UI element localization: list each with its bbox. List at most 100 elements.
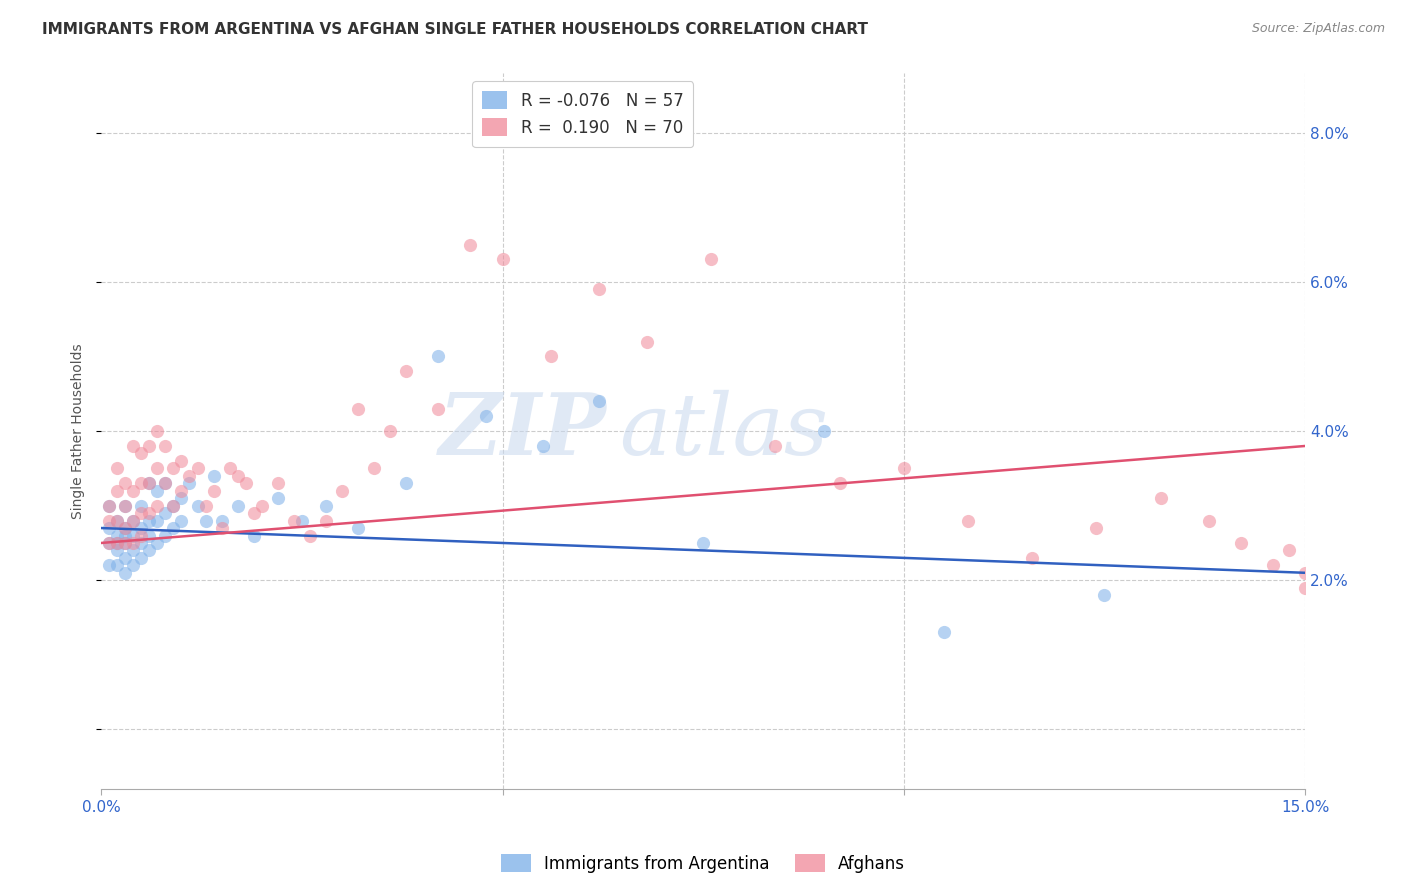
Point bbox=[114, 476, 136, 491]
Point bbox=[1294, 581, 1316, 595]
Point bbox=[138, 543, 160, 558]
Point bbox=[427, 350, 450, 364]
Point bbox=[146, 514, 169, 528]
Legend: Immigrants from Argentina, Afghans: Immigrants from Argentina, Afghans bbox=[495, 847, 911, 880]
Point bbox=[218, 461, 240, 475]
Point bbox=[186, 499, 208, 513]
Point bbox=[98, 536, 121, 550]
Point bbox=[540, 350, 562, 364]
Point bbox=[170, 514, 193, 528]
Point bbox=[114, 521, 136, 535]
Point bbox=[138, 439, 160, 453]
Point bbox=[211, 521, 233, 535]
Point bbox=[170, 454, 193, 468]
Point bbox=[1294, 566, 1316, 580]
Point bbox=[114, 566, 136, 580]
Point bbox=[242, 528, 264, 542]
Point bbox=[170, 483, 193, 498]
Point bbox=[211, 514, 233, 528]
Point bbox=[1085, 521, 1108, 535]
Point bbox=[131, 506, 153, 520]
Point bbox=[250, 499, 273, 513]
Point bbox=[692, 536, 714, 550]
Point bbox=[291, 514, 314, 528]
Point bbox=[98, 521, 121, 535]
Point bbox=[932, 625, 955, 640]
Point bbox=[475, 409, 498, 424]
Point bbox=[186, 461, 208, 475]
Point bbox=[146, 424, 169, 438]
Point bbox=[226, 499, 249, 513]
Point bbox=[315, 499, 337, 513]
Point bbox=[138, 476, 160, 491]
Y-axis label: Single Father Households: Single Father Households bbox=[72, 343, 86, 519]
Point bbox=[1230, 536, 1253, 550]
Point bbox=[131, 499, 153, 513]
Point bbox=[146, 536, 169, 550]
Point bbox=[114, 521, 136, 535]
Point bbox=[105, 461, 128, 475]
Point bbox=[267, 491, 290, 506]
Point bbox=[105, 483, 128, 498]
Point bbox=[131, 446, 153, 460]
Legend: R = -0.076   N = 57, R =  0.190   N = 70: R = -0.076 N = 57, R = 0.190 N = 70 bbox=[472, 81, 693, 147]
Point bbox=[267, 476, 290, 491]
Point bbox=[138, 528, 160, 542]
Point bbox=[1198, 514, 1220, 528]
Point bbox=[636, 334, 658, 349]
Point bbox=[347, 521, 370, 535]
Point bbox=[395, 476, 418, 491]
Point bbox=[98, 499, 121, 513]
Point bbox=[1094, 588, 1116, 602]
Point bbox=[893, 461, 915, 475]
Point bbox=[122, 514, 145, 528]
Point bbox=[105, 514, 128, 528]
Point bbox=[194, 514, 217, 528]
Point bbox=[138, 476, 160, 491]
Point bbox=[531, 439, 554, 453]
Point bbox=[146, 499, 169, 513]
Point bbox=[828, 476, 851, 491]
Point bbox=[588, 394, 610, 409]
Point bbox=[98, 514, 121, 528]
Point bbox=[114, 499, 136, 513]
Point bbox=[298, 528, 321, 542]
Point bbox=[460, 237, 482, 252]
Point bbox=[395, 364, 418, 378]
Point bbox=[202, 468, 225, 483]
Point bbox=[122, 483, 145, 498]
Point bbox=[378, 424, 401, 438]
Point bbox=[155, 476, 177, 491]
Point bbox=[235, 476, 257, 491]
Point bbox=[330, 483, 353, 498]
Point bbox=[114, 499, 136, 513]
Text: ZIP: ZIP bbox=[439, 389, 607, 473]
Point bbox=[131, 528, 153, 542]
Point bbox=[105, 514, 128, 528]
Point bbox=[155, 476, 177, 491]
Point bbox=[131, 550, 153, 565]
Point bbox=[155, 439, 177, 453]
Point bbox=[138, 506, 160, 520]
Point bbox=[315, 514, 337, 528]
Point bbox=[105, 558, 128, 573]
Point bbox=[700, 252, 723, 267]
Point bbox=[131, 476, 153, 491]
Point bbox=[138, 514, 160, 528]
Point bbox=[98, 536, 121, 550]
Point bbox=[179, 476, 201, 491]
Point bbox=[155, 506, 177, 520]
Point bbox=[122, 439, 145, 453]
Point bbox=[1261, 558, 1284, 573]
Point bbox=[98, 558, 121, 573]
Point bbox=[146, 461, 169, 475]
Point bbox=[122, 528, 145, 542]
Point bbox=[131, 536, 153, 550]
Point bbox=[283, 514, 305, 528]
Point bbox=[202, 483, 225, 498]
Point bbox=[763, 439, 786, 453]
Point bbox=[226, 468, 249, 483]
Point bbox=[194, 499, 217, 513]
Point bbox=[363, 461, 385, 475]
Point bbox=[162, 499, 184, 513]
